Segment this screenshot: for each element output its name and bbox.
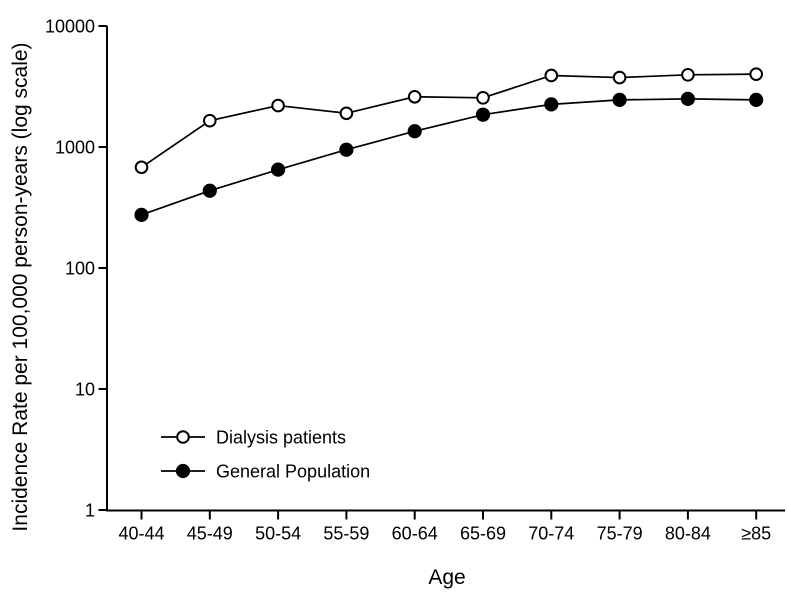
data-point-dialysis-patients-80-84 (681, 68, 695, 82)
data-point-dialysis-patients-65-69 (476, 91, 490, 105)
series-line-general-population (141, 97, 757, 216)
data-point-dialysis-patients-55-59 (339, 106, 354, 121)
y-tick-label: 1 (85, 501, 95, 521)
x-tick-label: 40-44 (118, 524, 164, 544)
data-point-general-population-45-49 (202, 183, 217, 198)
data-point-general-population-65-69 (475, 107, 491, 122)
legend-label: General Population (216, 462, 370, 482)
data-point-dialysis-patients-75-79 (612, 70, 627, 85)
data-point-dialysis-patients-40-44 (134, 160, 149, 175)
legend-open-circle-icon (176, 430, 190, 444)
data-point-dialysis-patients-60-64 (407, 89, 422, 104)
data-point-general-population-70-74 (544, 97, 559, 112)
series-line-dialysis-patients (141, 73, 757, 168)
data-point-general-population-≥85 (749, 92, 764, 108)
data-point-general-population-40-44 (134, 207, 149, 222)
y-tick-label: 10000 (45, 17, 95, 37)
y-tick-label: 1000 (55, 138, 95, 158)
data-point-general-population-50-54 (271, 162, 286, 177)
data-point-general-population-75-79 (612, 92, 627, 108)
y-tick-label: 10 (75, 380, 95, 400)
data-point-general-population-55-59 (339, 142, 354, 157)
x-tick-label: 55-59 (323, 524, 369, 544)
legend-filled-circle-icon (175, 463, 191, 479)
data-point-dialysis-patients-≥85 (749, 67, 764, 81)
x-tick-label: 60-64 (392, 524, 438, 544)
x-tick-label: 45-49 (187, 524, 233, 544)
data-point-dialysis-patients-70-74 (544, 68, 559, 83)
x-tick-label: 70-74 (528, 524, 574, 544)
x-tick-label: 50-54 (255, 524, 301, 544)
data-point-general-population-60-64 (407, 124, 422, 139)
y-tick-label: 100 (65, 259, 95, 279)
x-tick-label: ≥85 (741, 524, 771, 544)
data-point-dialysis-patients-50-54 (271, 98, 285, 113)
data-point-dialysis-patients-45-49 (203, 113, 217, 128)
data-point-general-population-80-84 (680, 91, 696, 106)
x-tick-label: 80-84 (665, 524, 711, 544)
legend-label: Dialysis patients (216, 428, 346, 448)
x-axis-title: Age (428, 566, 466, 589)
x-tick-label: 75-79 (597, 524, 643, 544)
x-tick-label: 65-69 (460, 524, 506, 544)
